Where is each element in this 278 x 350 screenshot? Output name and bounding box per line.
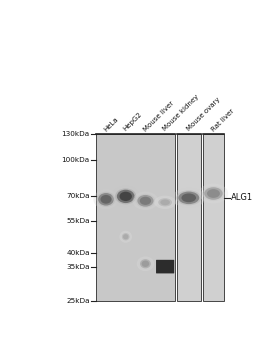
- Ellipse shape: [120, 231, 132, 243]
- Ellipse shape: [139, 258, 152, 269]
- Ellipse shape: [178, 191, 199, 204]
- Text: Mouse ovary: Mouse ovary: [186, 97, 221, 132]
- Text: ALG1: ALG1: [231, 193, 253, 202]
- Ellipse shape: [140, 259, 151, 268]
- Ellipse shape: [158, 198, 172, 206]
- Ellipse shape: [100, 195, 111, 204]
- Text: HepG2: HepG2: [123, 111, 143, 132]
- Ellipse shape: [121, 232, 130, 241]
- Bar: [177, 134, 201, 301]
- Text: Mouse kidney: Mouse kidney: [162, 94, 200, 132]
- Text: 55kDa: 55kDa: [66, 218, 90, 224]
- Ellipse shape: [157, 197, 173, 207]
- Ellipse shape: [204, 187, 223, 200]
- Text: 70kDa: 70kDa: [66, 193, 90, 199]
- Ellipse shape: [117, 190, 135, 203]
- Ellipse shape: [154, 196, 176, 209]
- Ellipse shape: [93, 189, 119, 209]
- Bar: [96, 134, 175, 301]
- Ellipse shape: [137, 195, 153, 206]
- Ellipse shape: [198, 183, 228, 204]
- Text: Rat liver: Rat liver: [210, 107, 235, 132]
- Ellipse shape: [120, 192, 132, 201]
- Ellipse shape: [136, 194, 155, 208]
- Ellipse shape: [96, 192, 115, 207]
- Ellipse shape: [111, 186, 140, 207]
- Ellipse shape: [115, 188, 136, 204]
- Ellipse shape: [160, 199, 170, 205]
- Ellipse shape: [202, 186, 225, 201]
- Bar: [203, 134, 224, 301]
- Ellipse shape: [133, 191, 158, 210]
- Ellipse shape: [140, 197, 151, 205]
- Text: 25kDa: 25kDa: [66, 298, 90, 304]
- Ellipse shape: [123, 234, 128, 239]
- Ellipse shape: [122, 233, 130, 240]
- Ellipse shape: [172, 188, 205, 208]
- Text: 40kDa: 40kDa: [66, 250, 90, 256]
- FancyBboxPatch shape: [156, 260, 174, 273]
- Ellipse shape: [98, 193, 114, 205]
- Text: 130kDa: 130kDa: [61, 131, 90, 137]
- Ellipse shape: [137, 257, 154, 271]
- Ellipse shape: [176, 190, 201, 205]
- Text: Mouse liver: Mouse liver: [142, 100, 175, 132]
- Text: 35kDa: 35kDa: [66, 264, 90, 270]
- Ellipse shape: [207, 189, 220, 198]
- Ellipse shape: [182, 194, 196, 202]
- Text: 100kDa: 100kDa: [61, 157, 90, 163]
- Ellipse shape: [142, 260, 149, 267]
- Text: HeLa: HeLa: [103, 116, 120, 132]
